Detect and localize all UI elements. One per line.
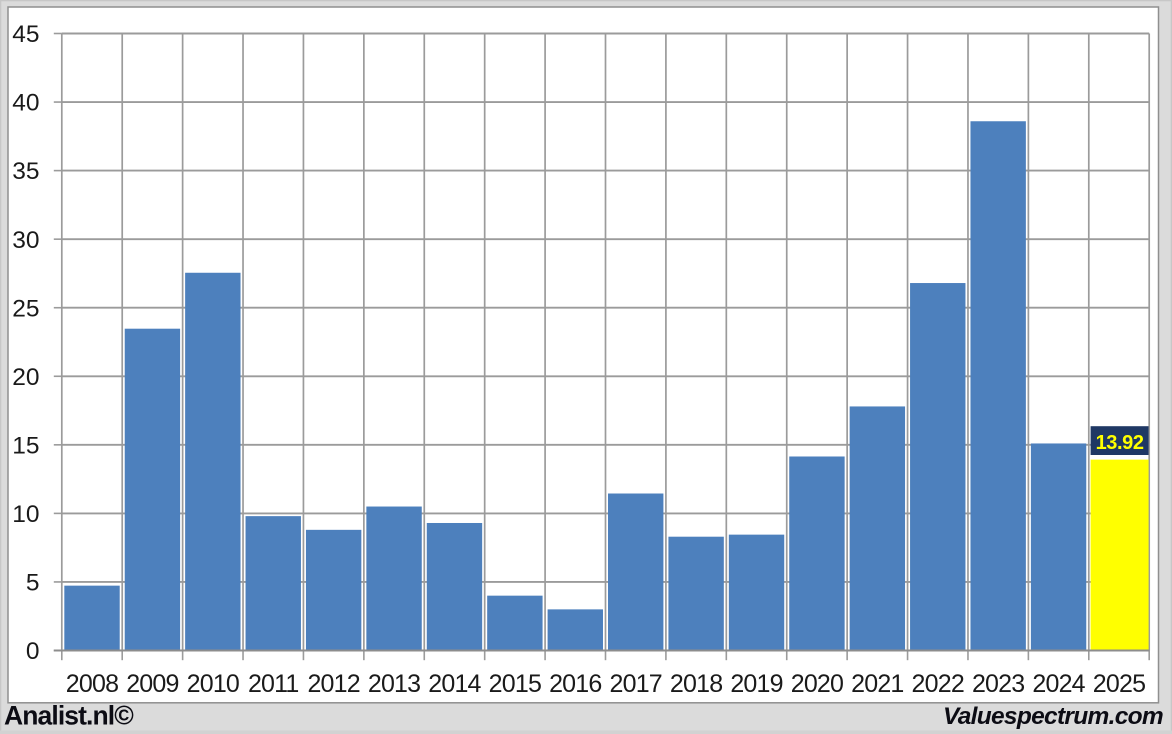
svg-text:2015: 2015 [489, 670, 541, 698]
svg-text:0: 0 [26, 638, 40, 665]
svg-text:2024: 2024 [1032, 670, 1085, 698]
svg-text:Analist.nl©: Analist.nl© [4, 701, 134, 731]
svg-text:13.92: 13.92 [1096, 432, 1144, 454]
svg-text:2011: 2011 [248, 670, 299, 698]
svg-text:2021: 2021 [851, 670, 903, 698]
svg-text:2008: 2008 [66, 670, 118, 698]
svg-text:30: 30 [12, 227, 39, 254]
svg-text:Valuespectrum.com: Valuespectrum.com [943, 703, 1163, 730]
svg-text:2013: 2013 [368, 670, 420, 698]
svg-text:2022: 2022 [912, 670, 964, 698]
svg-text:2020: 2020 [791, 670, 843, 698]
svg-text:5: 5 [26, 570, 40, 597]
svg-text:2019: 2019 [730, 670, 782, 698]
svg-text:20: 20 [12, 364, 39, 391]
svg-text:10: 10 [12, 501, 39, 528]
svg-text:2025: 2025 [1093, 670, 1145, 698]
svg-text:2012: 2012 [307, 670, 359, 698]
svg-text:2014: 2014 [428, 670, 481, 698]
svg-text:15: 15 [12, 432, 39, 459]
svg-text:2009: 2009 [126, 670, 178, 698]
svg-text:45: 45 [12, 21, 39, 48]
svg-text:35: 35 [12, 158, 39, 185]
svg-text:2018: 2018 [670, 670, 722, 698]
svg-text:25: 25 [12, 295, 39, 322]
svg-text:2017: 2017 [609, 670, 661, 698]
svg-text:2016: 2016 [549, 670, 601, 698]
svg-text:40: 40 [12, 90, 39, 117]
svg-text:2023: 2023 [972, 670, 1024, 698]
svg-text:2010: 2010 [187, 670, 239, 698]
